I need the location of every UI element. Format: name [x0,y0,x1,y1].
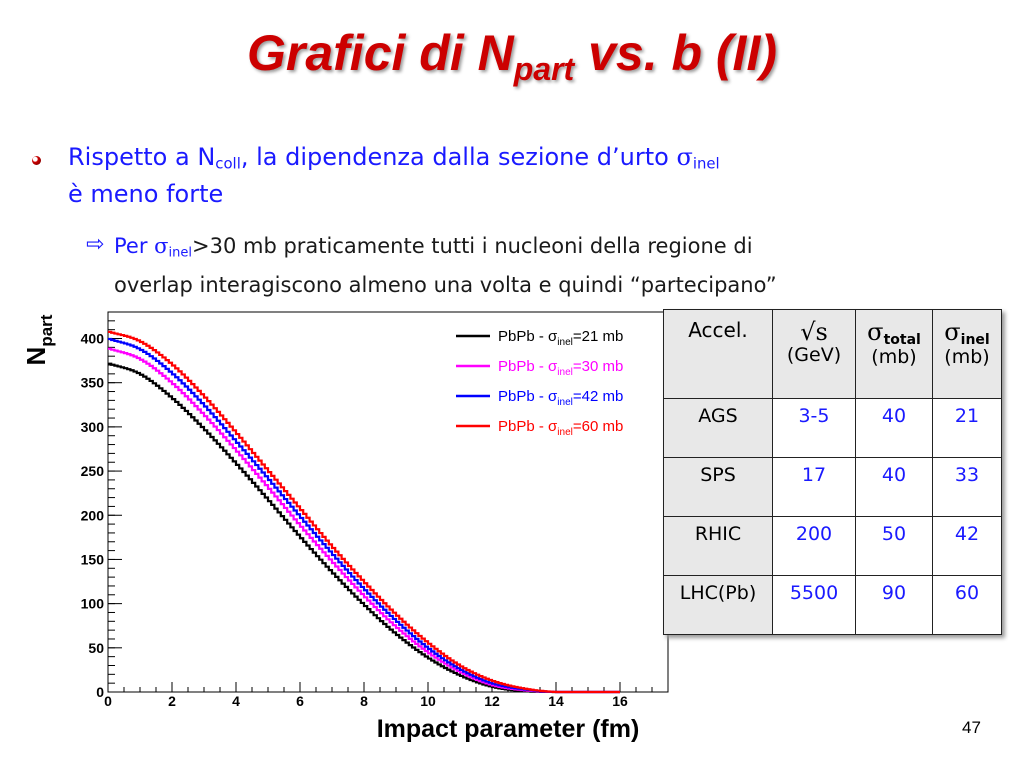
y-axis-label: Npart [21,314,56,365]
header-sqrt-s: √s (GeV) [772,309,856,399]
table-row: SPS 17 40 33 [663,457,1002,517]
legend-entry: PbPb - σinel=21 mb [498,328,623,348]
bullet-1-pre: Rispetto a N [68,143,216,171]
header-accel: Accel. [663,309,773,399]
series-line [108,362,620,694]
table-row: AGS 3-5 40 21 [663,398,1002,458]
npart-vs-b-chart: 0 2 4 6 8 10 12 14 16 0 50 100 150 200 250 300 350 400 Imp… [21,311,669,743]
x-tick-label: 6 [296,693,304,709]
page-number: 47 [962,718,981,737]
cell-sqrt-s: 5500 [772,575,856,635]
bullet-1-line-2: è meno forte [68,179,224,208]
table-row: LHC(Pb) 5500 90 60 [663,575,1002,635]
sigma-total-unit: (mb) [871,346,917,369]
table-header-row: Accel. √s (GeV) σtotal (mb) σinel (mb) [663,309,1002,399]
accelerator-table: Accel. √s (GeV) σtotal (mb) σinel (mb) AGS … [663,309,1002,635]
legend-entry: PbPb - σinel=60 mb [498,418,623,438]
y-tick-label: 100 [81,596,105,612]
cell-sqrt-s: 17 [772,457,856,517]
sigma-symbol: σ [676,143,693,171]
sigma-inel-unit: (mb) [944,346,990,369]
series-line [108,337,620,694]
bullet-1-sigma-sub: inel [692,154,720,173]
bullet-text-2: Per σinel>30 mb praticamente tutti i nuc… [114,230,994,301]
bullet-1-sub: coll [215,154,241,173]
sigma-symbol: σ [944,318,961,346]
sigma-symbol: σ [867,318,884,346]
cell-sigma-inel: 33 [932,457,1002,517]
bullet-2-sub: inel [168,245,193,261]
x-tick-label: 2 [168,693,176,709]
y-tick-label: 400 [81,331,105,347]
x-tick-label: 4 [232,693,240,709]
sqrt-s-symbol: √s [800,318,828,346]
y-tick-label: 150 [81,551,105,567]
y-tick-label: 200 [81,507,105,523]
header-sigma-total: σtotal (mb) [855,309,933,399]
series-line [108,347,620,694]
page-title: Grafici di Npart vs. b (II) [0,24,1024,88]
sqrt-s-unit: (GeV) [786,344,842,366]
cell-sigma-inel: 21 [932,398,1002,458]
plot-frame [107,311,669,693]
sigma-symbol: σ [154,234,169,258]
x-tick-label: 14 [548,693,564,709]
cell-accel: RHIC [663,516,773,576]
header-sigma-inel: σinel (mb) [932,309,1002,399]
cell-sigma-total: 90 [855,575,933,635]
cell-accel: AGS [663,398,773,458]
bullet-2-line-1: Per σinel>30 mb praticamente tutti i nuc… [114,230,994,269]
x-tick-label: 12 [484,693,500,709]
sigma-total-sub: total [883,332,921,349]
cell-sigma-inel: 60 [932,575,1002,635]
bullet-1-mid: , la dipendenza dalla sezione d’urto [240,143,677,171]
series-line [108,330,620,694]
cell-accel: LHC(Pb) [663,575,773,635]
title-subscript: part [513,51,575,87]
bullet-2-pre: Per [114,234,155,258]
cell-accel: SPS [663,457,773,517]
x-axis-label: Impact parameter (fm) [377,715,640,743]
arrow-right-icon: ⇨ [86,232,105,257]
cell-sqrt-s: 200 [772,516,856,576]
sigma-inel-sub: inel [960,332,990,349]
x-tick-label: 8 [360,693,368,709]
cell-sigma-total: 40 [855,457,933,517]
bullet-2-rest: >30 mb praticamente tutti i nucleoni del… [192,234,753,258]
bullet-icon [32,156,41,165]
y-tick-label: 0 [96,684,104,700]
bullet-2-line-2: overlap interagiscono almeno una volta e… [114,273,777,298]
cell-sigma-inel: 42 [932,516,1002,576]
x-tick-label: 16 [612,693,628,709]
cell-sqrt-s: 3-5 [772,398,856,458]
y-tick-label: 50 [88,640,104,656]
title-tail: vs. b (II) [574,25,777,81]
cell-sigma-total: 40 [855,398,933,458]
x-tick-label: 0 [104,693,112,709]
bullet-text-1: Rispetto a Ncoll, la dipendenza dalla se… [68,142,968,209]
y-tick-label: 250 [81,463,105,479]
legend-entry: PbPb - σinel=42 mb [498,388,623,408]
cell-sigma-total: 50 [855,516,933,576]
title-main: Grafici di N [247,25,514,81]
x-tick-label: 10 [420,693,436,709]
y-tick-label: 350 [81,375,105,391]
bullet-1-line-1: Rispetto a Ncoll, la dipendenza dalla se… [68,142,968,179]
y-tick-label: 300 [81,419,105,435]
table-row: RHIC 200 50 42 [663,516,1002,576]
legend-entry: PbPb - σinel=30 mb [498,358,623,378]
